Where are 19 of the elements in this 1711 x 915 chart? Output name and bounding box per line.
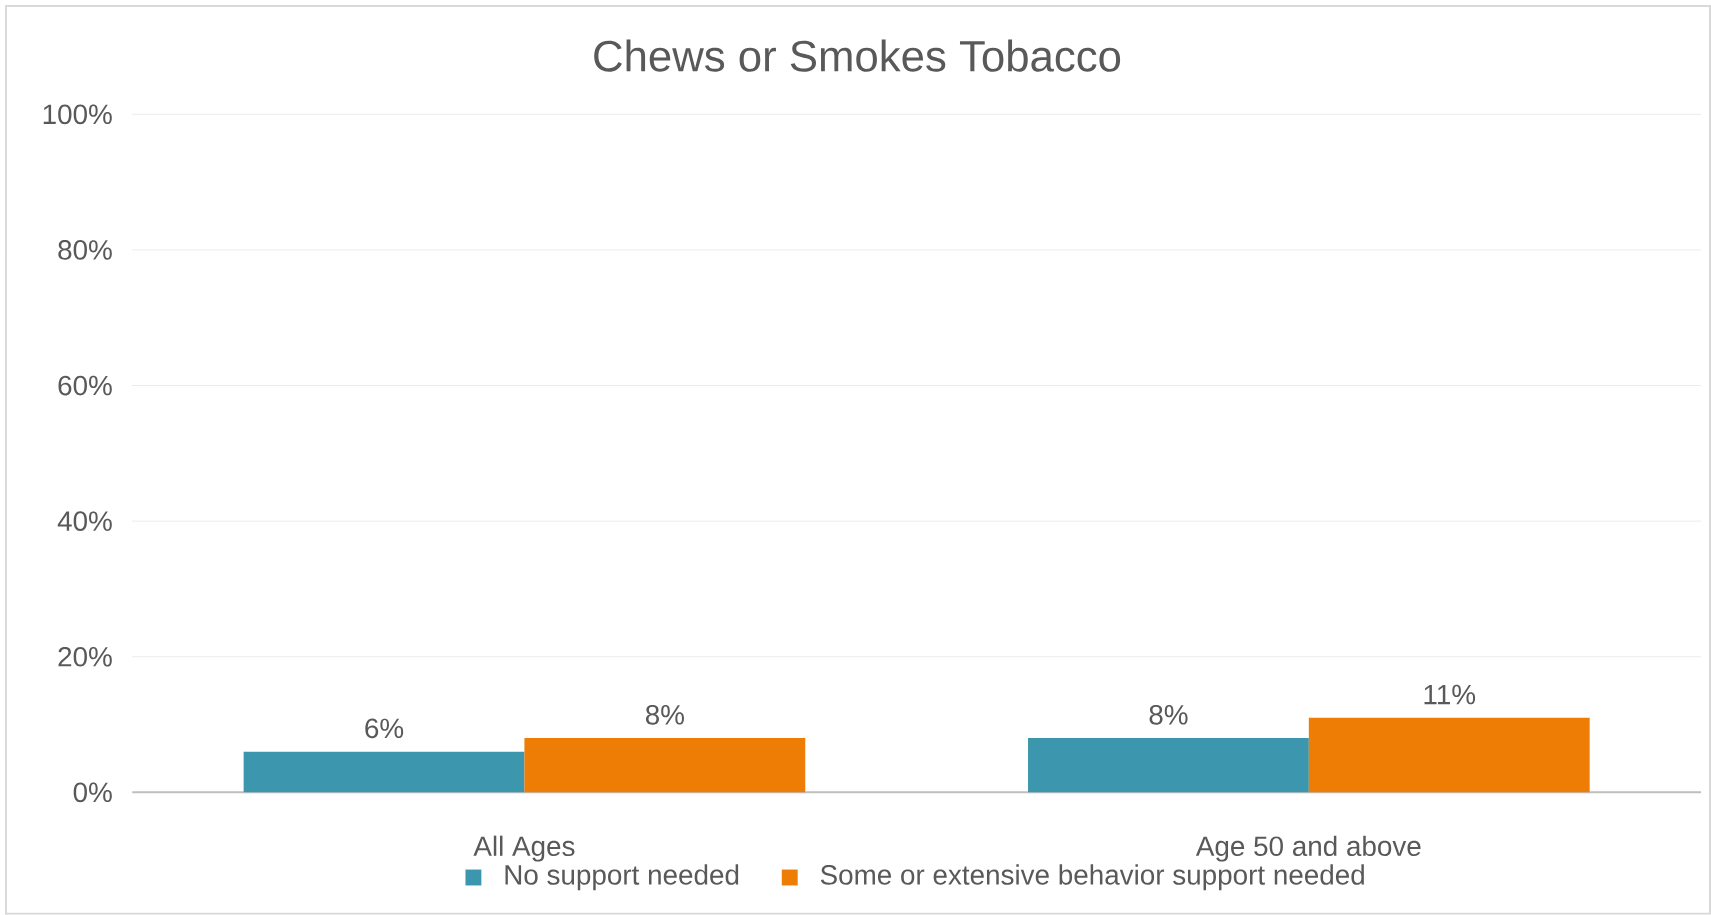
x-tick-label: All Ages [473,835,575,862]
legend-label: Some or extensive behavior support needed [820,864,1364,891]
y-tick-label: 60% [58,375,112,396]
bar [524,738,806,793]
data-label: 6% [365,718,404,739]
y-tick-label: 40% [57,511,112,532]
x-tick-label: Age 50 and above [1195,835,1421,862]
bar [1028,738,1309,793]
y-tick-label: 100% [43,104,112,125]
y-tick-label: 0% [73,782,112,803]
data-label: 8% [1149,705,1188,725]
y-tick-label: 80% [58,240,112,260]
bar [243,751,525,793]
y-tick-label: 20% [58,647,112,667]
chart-title: Chews or Smokes Tobacco [594,39,1121,72]
legend-label: No support needed [505,864,739,891]
data-label: 11% [1424,685,1476,705]
data-label: 8% [645,705,684,725]
bar [1308,717,1590,793]
